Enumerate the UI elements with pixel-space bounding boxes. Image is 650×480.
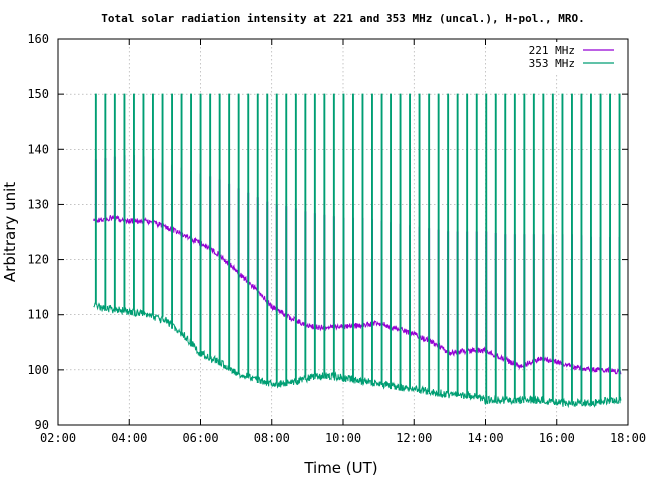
series-line-353-mhz <box>93 93 622 409</box>
y-tick-label: 90 <box>35 418 49 432</box>
x-tick-label: 14:00 <box>467 431 503 445</box>
x-tick-label: 12:00 <box>396 431 432 445</box>
y-tick-label: 150 <box>27 87 49 101</box>
y-tick-label: 160 <box>27 32 49 46</box>
y-tick-label: 140 <box>27 142 49 156</box>
series-layer <box>93 93 622 409</box>
x-axis-label: Time (UT) <box>303 459 377 477</box>
legend-label-221: 221 MHz <box>529 44 575 57</box>
y-tick-label: 100 <box>27 363 49 377</box>
x-ticks: 02:00 04:00 06:00 08:00 10:00 12:00 14:00 16:00… <box>40 39 646 445</box>
x-tick-label: 18:00 <box>610 431 646 445</box>
x-tick-label: 04:00 <box>111 431 147 445</box>
legend: 221 MHz 353 MHz <box>505 42 625 74</box>
y-tick-label: 110 <box>27 308 49 322</box>
x-tick-label: 02:00 <box>40 431 76 445</box>
x-tick-label: 08:00 <box>254 431 290 445</box>
y-tick-label: 130 <box>27 197 49 211</box>
chart-title: Total solar radiation intensity at 221 a… <box>101 12 584 25</box>
y-ticks: 90 100 110 120 130 140 150 160 <box>27 32 628 432</box>
legend-label-353: 353 MHz <box>529 57 575 70</box>
y-axis-label: Arbitrary unit <box>1 182 19 282</box>
x-tick-label: 16:00 <box>539 431 575 445</box>
x-tick-label: 10:00 <box>325 431 361 445</box>
x-tick-label: 06:00 <box>182 431 218 445</box>
y-tick-label: 120 <box>27 253 49 267</box>
